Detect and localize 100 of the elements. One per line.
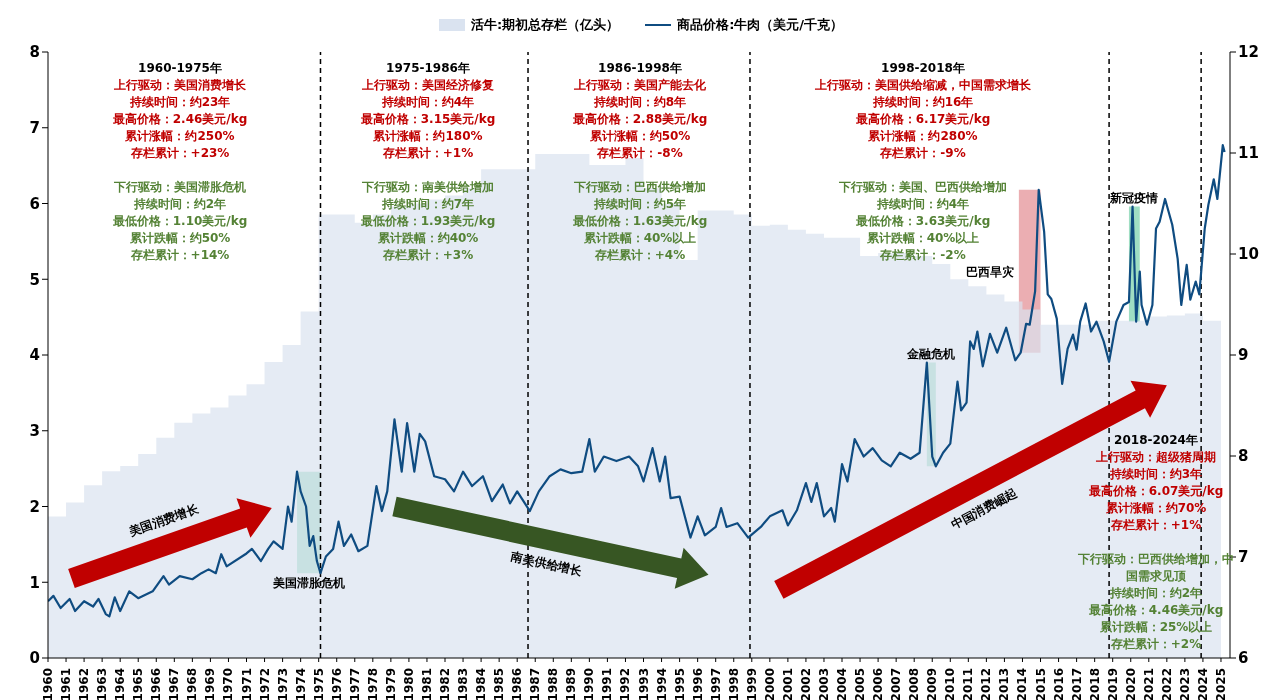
annotation: 累计跌幅：40%以上 (865, 230, 981, 247)
annotation: 累计跌幅：40%以上 (582, 230, 698, 247)
y-tick-label: 7 (29, 119, 40, 138)
x-tick-label: 2022 (1159, 668, 1174, 700)
x-tick-label: 1988 (546, 668, 561, 700)
y-tick-label: 8 (29, 43, 40, 62)
x-tick-label: 1992 (618, 668, 633, 700)
annotation: 上行驱动：美国供给缩减，中国需求增长 (814, 77, 1032, 94)
annotation: 持续时间：约3年 (1108, 466, 1204, 483)
y-tick-label: 3 (29, 422, 40, 441)
annotation: 累计涨幅：约250% (124, 128, 236, 145)
x-tick-label: 1963 (95, 668, 110, 700)
x-tick-label: 2013 (997, 668, 1012, 700)
x-tick-label: 2015 (1033, 668, 1048, 700)
band-label: 美国滞胀危机 (271, 575, 345, 590)
annotation: 最高价格：2.46美元/kg (111, 111, 249, 128)
band-label: 金融危机 (906, 346, 956, 361)
annotation: 存栏累计：+4% (593, 247, 687, 264)
x-tick-label: 2019 (1105, 668, 1120, 700)
annotation: 累计跌幅：约50% (128, 230, 232, 247)
x-tick-label: 1994 (654, 668, 669, 700)
annotation: 南美供给增长 (508, 549, 585, 579)
annotation: 最低价格：3.63美元/kg (854, 213, 992, 230)
x-tick-label: 2003 (816, 668, 831, 700)
x-tick-label: 2010 (943, 668, 958, 700)
annotation: 下行驱动：美国、巴西供给增加 (838, 179, 1008, 196)
annotation: 累计涨幅：约280% (867, 128, 979, 145)
x-tick-label: 2014 (1015, 668, 1030, 700)
annotation: 存栏累计：-8% (596, 145, 684, 162)
x-tick-label: 1961 (59, 668, 74, 700)
x-tick-label: 1986 (510, 668, 525, 700)
x-tick-label: 2020 (1123, 668, 1138, 700)
y2-tick-label: 11 (1238, 144, 1259, 163)
annotation: 上行驱动：美国经济修复 (361, 77, 495, 94)
x-tick-label: 1983 (456, 668, 471, 700)
x-tick-label: 1996 (690, 668, 705, 700)
x-tick-label: 1967 (167, 668, 182, 700)
legend-label: 活牛:期初总存栏（亿头） (470, 16, 620, 34)
x-tick-label: 2024 (1195, 668, 1210, 700)
y2-tick-label: 8 (1238, 447, 1249, 466)
annotation: 上行驱动：美国消费增长 (113, 77, 247, 94)
annotation: 持续时间：约16年 (871, 94, 975, 111)
x-tick-label: 1964 (113, 668, 128, 700)
x-tick-label: 1984 (474, 668, 489, 700)
annotation: 累计跌幅：约40% (376, 230, 480, 247)
annotation: 存栏累计：+2% (1109, 636, 1203, 653)
x-tick-label: 2017 (1069, 668, 1084, 700)
annotation: 持续时间：约4年 (875, 196, 971, 213)
x-tick-label: 2023 (1177, 668, 1192, 700)
annotation: 累计跌幅：25%以上 (1098, 619, 1214, 636)
y2-tick-label: 12 (1238, 43, 1259, 62)
annotation: 最高价格：6.07美元/kg (1087, 483, 1225, 500)
annotation: 持续时间：约4年 (380, 94, 476, 111)
annotation: 1986-1998年 (597, 60, 683, 77)
x-tick-label: 2012 (979, 668, 994, 700)
y-tick-label: 2 (29, 497, 40, 516)
x-tick-label: 1995 (672, 668, 687, 700)
annotation: 上行驱动：超级猪周期 (1095, 449, 1217, 466)
annotation: 1960-1975年 (137, 60, 223, 77)
x-tick-label: 1985 (492, 668, 507, 700)
annotation: 持续时间：约23年 (128, 94, 232, 111)
band-label: 巴西旱灾 (965, 264, 1014, 279)
x-tick-label: 1962 (77, 668, 92, 700)
annotation: 持续时间：约2年 (132, 196, 228, 213)
annotation: 累计涨幅：约70% (1104, 500, 1208, 517)
annotation: 1998-2018年 (880, 60, 966, 77)
annotation: 持续时间：约2年 (1108, 585, 1204, 602)
x-tick-label: 1999 (744, 668, 759, 700)
x-tick-label: 1968 (185, 668, 200, 700)
annotation: 最低价格：1.63美元/kg (571, 213, 709, 230)
annotation: 中国消费崛起 (948, 485, 1020, 532)
annotation: 累计涨幅：约50% (588, 128, 692, 145)
annotation: 持续时间：约5年 (592, 196, 688, 213)
x-tick-label: 1970 (221, 668, 236, 700)
y-tick-label: 5 (29, 270, 40, 289)
y2-tick-label: 6 (1238, 649, 1249, 668)
annotation: 存栏累计：+14% (129, 247, 231, 264)
x-tick-label: 2016 (1051, 668, 1066, 700)
y-tick-label: 0 (29, 649, 40, 668)
annotation: 存栏累计：+3% (381, 247, 475, 264)
x-tick-label: 1997 (708, 668, 723, 700)
x-tick-label: 1991 (600, 668, 615, 700)
x-tick-label: 2008 (907, 668, 922, 700)
annotation: 存栏累计：+1% (1109, 517, 1203, 534)
y-tick-label: 4 (29, 346, 40, 365)
x-tick-label: 1960 (41, 668, 55, 700)
x-tick-label: 2009 (925, 668, 940, 700)
x-tick-label: 1981 (419, 668, 434, 700)
x-tick-label: 1974 (293, 668, 308, 700)
x-tick-label: 1998 (726, 668, 741, 700)
annotation: 存栏累计：+1% (381, 145, 475, 162)
annotation: 最高价格：4.46美元/kg (1087, 602, 1225, 619)
x-tick-label: 2021 (1141, 668, 1156, 700)
annotation: 2018-2024年 (1113, 432, 1199, 449)
x-tick-label: 2004 (835, 668, 850, 700)
annotation: 存栏累计：-9% (879, 145, 967, 162)
annotation: 上行驱动：美国产能去化 (573, 77, 707, 94)
x-tick-label: 2018 (1087, 668, 1102, 700)
x-tick-label: 1987 (528, 668, 543, 700)
y2-tick-label: 10 (1238, 245, 1259, 264)
